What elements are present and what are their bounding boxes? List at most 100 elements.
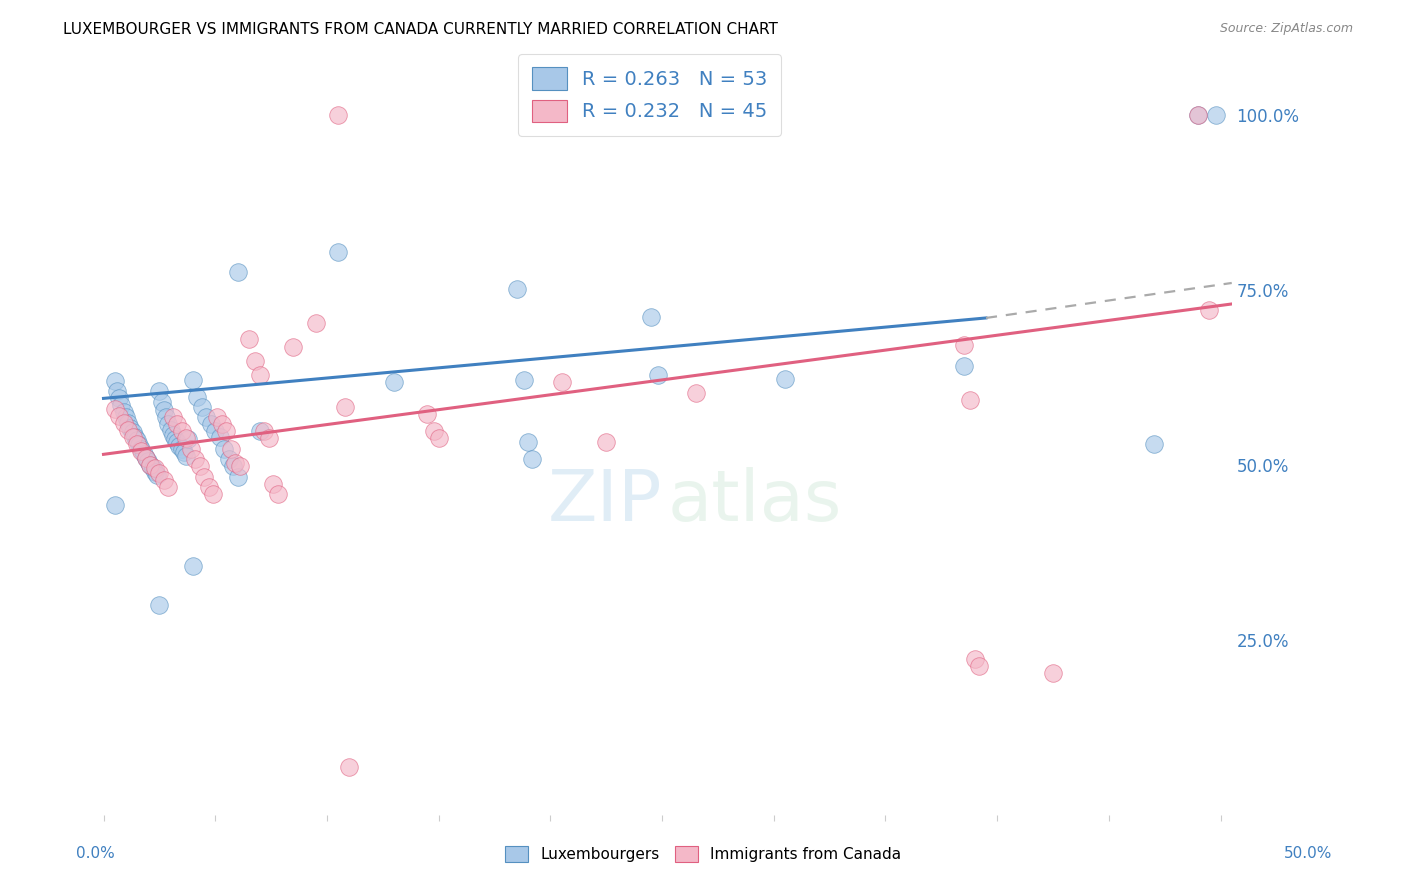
Point [117, 416, 139, 430]
Point [595, 435, 617, 450]
Point [1142, 437, 1164, 451]
Point [283, 340, 305, 354]
Point [200, 417, 222, 432]
Point [131, 443, 153, 458]
Point [207, 410, 229, 425]
Point [963, 652, 986, 666]
Point [326, 244, 349, 259]
Point [125, 434, 148, 448]
Point [135, 450, 157, 465]
Point [416, 408, 439, 422]
Point [193, 469, 215, 483]
Text: 50.0%: 50.0% [1284, 847, 1331, 861]
Point [222, 459, 245, 474]
Point [153, 473, 176, 487]
Point [162, 410, 184, 425]
Point [186, 390, 208, 404]
Point [157, 417, 180, 432]
Point [215, 424, 238, 438]
Point [135, 450, 157, 465]
Point [128, 438, 150, 452]
Legend: R = 0.263   N = 53, R = 0.232   N = 45: R = 0.263 N = 53, R = 0.232 N = 45 [517, 54, 780, 136]
Point [262, 477, 284, 491]
Point [173, 445, 195, 459]
Point [427, 431, 450, 445]
Point [170, 424, 193, 438]
Point [155, 410, 177, 425]
Point [188, 459, 211, 474]
Point [245, 354, 267, 368]
Point [110, 398, 132, 412]
Point [382, 376, 405, 390]
Point [104, 374, 127, 388]
Point [952, 359, 974, 373]
Point [139, 458, 162, 472]
Point [169, 439, 191, 453]
Point [163, 432, 186, 446]
Point [121, 430, 143, 444]
Point [120, 421, 142, 435]
Point [219, 442, 242, 457]
Point [969, 659, 991, 673]
Point [1205, 108, 1227, 122]
Point [423, 424, 446, 438]
Point [143, 465, 166, 479]
Point [125, 437, 148, 451]
Point [148, 598, 170, 612]
Text: 0.0%: 0.0% [76, 847, 115, 861]
Point [143, 461, 166, 475]
Point [226, 469, 249, 483]
Point [326, 108, 349, 122]
Point [157, 480, 180, 494]
Point [153, 403, 176, 417]
Point [640, 310, 662, 324]
Point [333, 401, 356, 415]
Point [112, 416, 135, 430]
Point [253, 424, 276, 438]
Point [337, 760, 360, 774]
Point [162, 427, 184, 442]
Point [191, 401, 214, 415]
Point [305, 316, 328, 330]
Point [112, 405, 135, 419]
Point [132, 447, 155, 461]
Point [550, 376, 572, 390]
Point [105, 384, 128, 399]
Point [1198, 302, 1220, 317]
Point [108, 392, 131, 406]
Point [184, 452, 207, 467]
Point [148, 384, 170, 399]
Point [952, 337, 974, 351]
Point [166, 435, 188, 450]
Point [181, 372, 204, 386]
Text: LUXEMBOURGER VS IMMIGRANTS FROM CANADA CURRENTLY MARRIED CORRELATION CHART: LUXEMBOURGER VS IMMIGRANTS FROM CANADA C… [63, 22, 778, 37]
Text: Source: ZipAtlas.com: Source: ZipAtlas.com [1219, 22, 1353, 36]
Point [131, 442, 153, 457]
Text: atlas: atlas [668, 467, 842, 535]
Point [229, 459, 252, 474]
Point [166, 417, 188, 432]
Point [647, 368, 669, 383]
Point [150, 395, 173, 409]
Point [146, 468, 169, 483]
Point [115, 410, 138, 425]
Point [685, 386, 707, 401]
Point [195, 410, 218, 425]
Point [104, 401, 127, 416]
Point [197, 480, 219, 494]
Point [204, 424, 226, 438]
Point [267, 487, 290, 501]
Text: ZIP: ZIP [547, 467, 662, 535]
Point [117, 423, 139, 437]
Point [249, 424, 271, 438]
Point [180, 442, 202, 457]
Point [257, 431, 280, 445]
Point [1187, 108, 1209, 122]
Point [104, 498, 127, 512]
Point [174, 431, 197, 445]
Point [170, 442, 193, 457]
Point [181, 559, 204, 574]
Point [249, 368, 271, 383]
Point [124, 430, 146, 444]
Point [224, 457, 246, 471]
